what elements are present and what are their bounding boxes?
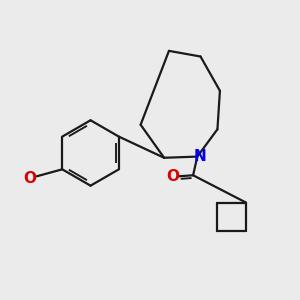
Text: O: O [23, 171, 36, 186]
Text: N: N [194, 149, 207, 164]
Text: O: O [166, 169, 179, 184]
